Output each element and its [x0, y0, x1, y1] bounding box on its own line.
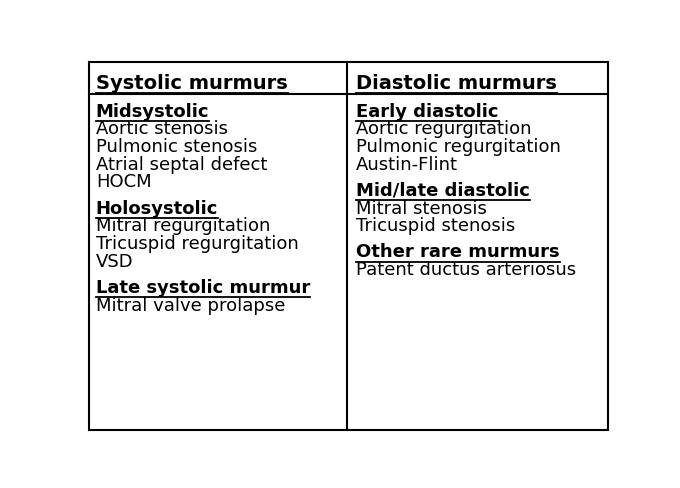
Text: Diastolic murmurs: Diastolic murmurs	[356, 74, 557, 93]
Text: Mid/late diastolic: Mid/late diastolic	[356, 182, 530, 200]
Text: Systolic murmurs: Systolic murmurs	[96, 74, 288, 93]
Text: VSD: VSD	[96, 252, 133, 270]
Text: Mitral regurgitation: Mitral regurgitation	[96, 217, 270, 235]
Text: Tricuspid regurgitation: Tricuspid regurgitation	[96, 235, 299, 252]
Text: Pulmonic stenosis: Pulmonic stenosis	[96, 138, 257, 156]
Text: Holosystolic: Holosystolic	[96, 199, 218, 217]
Text: Midsystolic: Midsystolic	[96, 102, 209, 121]
Text: Atrial septal defect: Atrial septal defect	[96, 155, 267, 173]
Text: HOCM: HOCM	[96, 173, 152, 191]
Text: Aortic regurgitation: Aortic regurgitation	[356, 120, 532, 138]
Text: Late systolic murmur: Late systolic murmur	[96, 278, 310, 296]
Text: Other rare murmurs: Other rare murmurs	[356, 243, 560, 261]
Text: Austin-Flint: Austin-Flint	[356, 155, 458, 173]
Text: Mitral valve prolapse: Mitral valve prolapse	[96, 296, 285, 314]
Text: Tricuspid stenosis: Tricuspid stenosis	[356, 217, 515, 235]
Text: Mitral stenosis: Mitral stenosis	[356, 199, 487, 217]
Text: Pulmonic regurgitation: Pulmonic regurgitation	[356, 138, 561, 156]
Text: Aortic stenosis: Aortic stenosis	[96, 120, 228, 138]
Text: Patent ductus arteriosus: Patent ductus arteriosus	[356, 261, 577, 279]
Text: Early diastolic: Early diastolic	[356, 102, 498, 121]
